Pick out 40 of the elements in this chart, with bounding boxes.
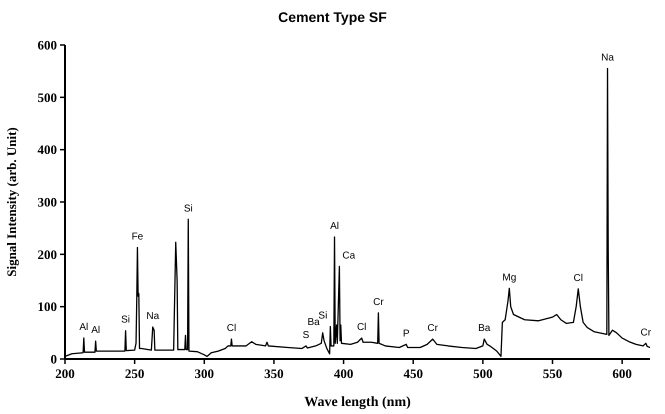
annotation: Al — [79, 322, 88, 334]
x-tick-label: 500 — [473, 366, 493, 381]
x-tick-label: 600 — [612, 366, 632, 381]
y-tick-label: 500 — [38, 90, 57, 105]
annotation: Cl — [356, 322, 366, 334]
annotation: Al — [330, 221, 339, 232]
y-tick-label: 0 — [50, 352, 57, 366]
annotation: Ca — [342, 250, 356, 262]
annotation: Si — [184, 203, 193, 214]
y-tick-label: 100 — [38, 299, 57, 314]
y-tick-label: 200 — [38, 246, 57, 262]
x-tick-label: 450 — [403, 366, 423, 381]
annotation: S — [302, 330, 310, 341]
x-tick-label: 300 — [194, 366, 214, 381]
annotation: Cl — [226, 323, 236, 334]
y-tick-label: 600 — [38, 38, 57, 52]
annotation: Al — [91, 325, 100, 336]
annotation: Ba — [307, 316, 320, 328]
annotation: Ba — [478, 323, 491, 334]
annotation: Na — [146, 311, 160, 322]
annotation: Cl — [574, 272, 583, 284]
annotation: Fe — [132, 232, 144, 243]
annotation: Cr — [427, 323, 439, 334]
annotation: Si — [121, 314, 130, 326]
annotation: P — [402, 328, 410, 340]
x-tick-label: 550 — [542, 366, 562, 381]
y-axis-title: Signal Intensity (arb. Unit) — [4, 127, 19, 277]
annotation: Mg — [502, 272, 516, 284]
x-axis-title: Wave length (nm) — [304, 395, 412, 410]
x-tick-label: 400 — [334, 366, 354, 381]
chart-title: Cement Type SF — [278, 9, 388, 25]
x-tick-label: 250 — [124, 366, 144, 381]
annotation: Si — [318, 310, 328, 322]
y-tick-label: 300 — [38, 194, 57, 210]
annotation: Na — [601, 52, 614, 64]
annotation: Cr — [640, 327, 652, 338]
x-tick-label: 350 — [264, 366, 284, 381]
x-tick-label: 200 — [55, 366, 75, 381]
y-tick-label: 400 — [38, 142, 57, 158]
annotation: Cr — [373, 296, 384, 308]
